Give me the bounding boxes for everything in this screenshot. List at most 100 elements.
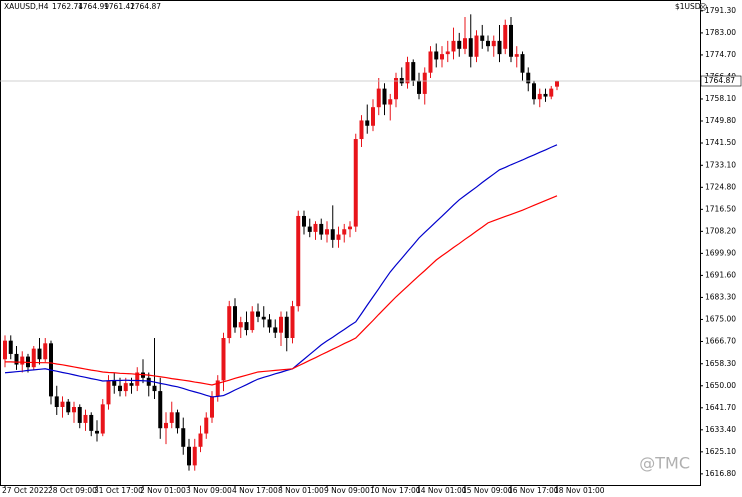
candle-body [100, 404, 105, 434]
candle-body [526, 72, 531, 84]
candle-body [210, 396, 214, 418]
candle-body [549, 88, 554, 97]
candle-body [474, 35, 479, 57]
candle-body [342, 229, 347, 235]
y-tick-label: 1625.10 [705, 447, 736, 456]
y-tick-label: 1733.10 [705, 160, 736, 169]
candle-body [187, 446, 191, 466]
candle-body [227, 306, 232, 339]
y-tick-label: 1633.40 [705, 425, 736, 434]
candle-body [445, 51, 450, 55]
candle-body [555, 81, 559, 87]
y-tick-label: 1650.00 [705, 381, 736, 390]
ma-line [5, 195, 558, 386]
candle-body [532, 83, 536, 100]
x-tick-label: 8 Nov 01:00 [278, 486, 324, 495]
candle-body [106, 380, 111, 405]
candle-body [169, 412, 174, 423]
header-low: 1761.42 [104, 2, 135, 11]
candle-body [164, 422, 168, 429]
candle-body [417, 80, 421, 94]
candle-body [175, 412, 180, 429]
candle-body [520, 54, 525, 73]
candle-body [83, 414, 88, 423]
y-tick-label: 1675.00 [705, 314, 736, 323]
candle-body [181, 428, 186, 447]
x-tick-label: 31 Oct 17:00 [94, 486, 143, 495]
candle-body [135, 372, 140, 386]
candle-body [273, 327, 278, 333]
y-tick-label: 1641.70 [705, 403, 736, 412]
header-high: 1764.99 [78, 2, 109, 11]
y-tick-label: 1791.30 [705, 6, 736, 15]
candle-body [95, 430, 99, 434]
candle-body [463, 38, 467, 49]
x-tick-label: 27 Oct 2022 [2, 486, 49, 495]
candle-body [233, 306, 237, 328]
x-tick-label: 16 Nov 17:00 [508, 486, 559, 495]
candle-body [428, 51, 433, 73]
candle-body [20, 356, 25, 365]
candle-body [359, 120, 364, 140]
x-tick-label: 2 Nov 01:00 [140, 486, 186, 495]
candle-body [146, 377, 151, 386]
symbol: XAUUSD,H4 [4, 2, 49, 11]
candle-body [158, 391, 163, 429]
header-open: 1762.74 [52, 2, 83, 11]
candle-body [89, 414, 94, 431]
account: $1USD [675, 2, 701, 11]
y-tick-label: 1724.80 [705, 182, 736, 191]
candle-body [307, 226, 312, 232]
y-tick-label: 1708.20 [705, 226, 736, 235]
candle-body [302, 215, 306, 227]
x-tick-label: 15 Nov 09:00 [462, 486, 513, 495]
x-tick-label: 4 Nov 17:00 [232, 486, 278, 495]
candle-body [238, 322, 243, 328]
y-tick-label: 1683.30 [705, 292, 736, 301]
candle-body [244, 322, 249, 331]
candle-body [319, 223, 324, 235]
header-close: 1764.87 [130, 2, 161, 11]
x-tick-label: 9 Nov 09:00 [324, 486, 370, 495]
close-icon-x [700, 4, 706, 10]
y-tick-label: 1658.30 [705, 359, 736, 368]
y-tick-label: 1749.80 [705, 116, 736, 125]
candle-body [261, 316, 266, 320]
candle-body [192, 446, 197, 466]
y-tick-label: 1783.00 [705, 28, 736, 37]
y-tick-label: 1758.10 [705, 94, 736, 103]
candle-body [468, 38, 473, 57]
candle-body [267, 319, 272, 328]
y-tick-label: 1666.70 [705, 336, 736, 345]
y-tick-label: 1691.60 [705, 270, 736, 279]
candle-body [422, 72, 427, 94]
candle-body [348, 226, 352, 230]
candle-body [336, 234, 341, 240]
candle-body [543, 93, 548, 97]
candle-body [129, 383, 134, 386]
ma-line [4, 144, 558, 398]
price-label: 1764.87 [704, 76, 735, 85]
candle-body [296, 215, 301, 307]
candle-body [123, 383, 128, 392]
price-tag [700, 75, 742, 87]
candle-body [325, 229, 329, 235]
y-tick-label: 1699.90 [705, 248, 736, 257]
candle-body [37, 348, 42, 360]
y-tick-label: 1774.70 [705, 50, 736, 59]
watermark: @TMC [639, 454, 690, 473]
candle-body [43, 343, 48, 360]
candle-body [112, 380, 117, 386]
candle-body [503, 24, 508, 49]
candle-body [72, 406, 76, 413]
candle-body [14, 353, 19, 365]
candle-body [60, 401, 65, 407]
y-tick-label: 1716.50 [705, 204, 736, 213]
candle-body [204, 417, 209, 434]
x-tick-label: 14 Nov 01:00 [416, 486, 467, 495]
candle-body [31, 348, 36, 368]
candle-body [221, 338, 226, 381]
candle-body [365, 120, 370, 126]
candle-body [198, 433, 203, 447]
